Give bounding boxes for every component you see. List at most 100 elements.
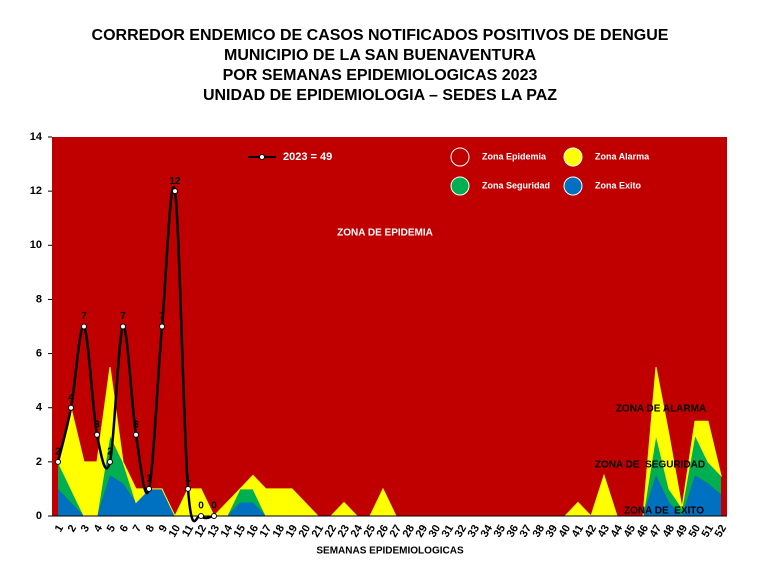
x-tick-label: 52 (713, 523, 730, 540)
y-tick-label: 8 (36, 293, 42, 305)
line-point (107, 458, 113, 465)
x-tick-label: 20 (297, 523, 314, 540)
zone-annotation: ZONA DE EXITO (624, 506, 704, 517)
x-tick-label: 12 (193, 523, 210, 540)
zone-annotation: ZONA DE ALARMA (616, 404, 706, 415)
x-tick-label: 42 (583, 523, 600, 540)
legend-point (259, 154, 265, 160)
legend-swatch (450, 147, 470, 167)
line-point (120, 323, 126, 330)
legend-swatch (563, 147, 583, 167)
x-tick-label: 16 (245, 523, 262, 540)
y-tick-label: 4 (36, 402, 43, 414)
x-tick-label: 40 (557, 523, 574, 540)
x-tick-label: 21 (310, 523, 327, 540)
data-label: 4 (68, 392, 74, 403)
x-tick-label: 28 (401, 523, 418, 540)
x-tick-label: 30 (427, 523, 444, 540)
legend-label: Zona Exito (595, 180, 642, 190)
x-tick-label: 27 (388, 523, 405, 540)
data-label: 7 (120, 311, 126, 322)
line-point (81, 323, 87, 330)
data-label: 12 (169, 176, 181, 187)
x-tick-label: 10 (167, 523, 184, 540)
zone-annotation: ZONA DE SEGURIDAD (595, 460, 705, 471)
x-tick-label: 50 (687, 523, 704, 540)
x-tick-label: 37 (518, 523, 535, 540)
x-tick-label: 48 (661, 523, 678, 540)
x-tick-label: 25 (362, 523, 379, 540)
x-tick-label: 47 (648, 523, 665, 540)
data-label: 1 (185, 474, 191, 485)
line-point (146, 485, 152, 492)
x-tick-label: 45 (622, 523, 639, 540)
y-tick-label: 6 (36, 347, 42, 359)
x-tick-label: 46 (635, 523, 652, 540)
data-label: 2 (107, 446, 113, 457)
x-tick-label: 38 (531, 523, 548, 540)
x-tick-label: 39 (544, 523, 561, 540)
line-point (211, 513, 217, 519)
data-label: 7 (81, 311, 87, 322)
x-tick-label: 51 (700, 523, 717, 540)
x-tick-label: 9 (157, 523, 170, 534)
x-tick-label: 13 (206, 523, 223, 540)
y-tick-label: 2 (36, 456, 42, 468)
x-tick-label: 26 (375, 523, 392, 540)
x-tick-label: 22 (323, 523, 340, 540)
x-tick-label: 17 (258, 523, 275, 540)
x-axis-label: SEMANAS EPIDEMIOLOGICAS (316, 546, 464, 557)
data-label: 2 (55, 446, 61, 457)
x-tick-label: 41 (570, 523, 587, 540)
legend-label: Zona Seguridad (482, 180, 550, 190)
data-label: 0 (211, 501, 217, 512)
x-tick-label: 29 (414, 523, 431, 540)
x-tick-label: 23 (336, 523, 353, 540)
line-point (185, 485, 191, 492)
x-tick-label: 33 (466, 523, 483, 540)
data-label: 3 (94, 419, 100, 430)
line-point (198, 513, 204, 519)
line-point (55, 458, 61, 465)
x-tick-label: 31 (440, 523, 457, 540)
x-tick-label: 6 (118, 523, 131, 534)
x-tick-label: 8 (144, 523, 157, 534)
x-tick-label: 4 (92, 522, 106, 534)
y-tick-label: 14 (30, 131, 43, 143)
legend-label: 2023 = 49 (283, 151, 332, 163)
line-point (159, 323, 165, 330)
x-tick-label: 43 (596, 523, 613, 540)
legend-label: Zona Epidemia (482, 151, 547, 161)
x-tick-label: 49 (674, 523, 691, 540)
chart-title: UNIDAD DE EPIDEMIOLOGIA – SEDES LA PAZ (203, 87, 557, 104)
chart-title: POR SEMANAS EPIDEMIOLOGICAS 2023 (223, 67, 538, 84)
chart-title: MUNICIPIO DE LA SAN BUENAVENTURA (224, 47, 536, 64)
line-2023 (56, 186, 215, 523)
x-tick-label: 36 (505, 523, 522, 540)
data-label: 1 (146, 474, 152, 485)
line-point (94, 431, 100, 438)
x-tick-label: 18 (271, 523, 288, 540)
x-tick-label: 5 (105, 523, 118, 534)
line-point (133, 431, 139, 438)
chart-title: CORREDOR ENDEMICO DE CASOS NOTIFICADOS P… (92, 27, 669, 44)
y-tick-label: 0 (36, 510, 42, 522)
data-label: 7 (159, 311, 165, 322)
line-point (68, 404, 74, 411)
legend-label: Zona Alarma (595, 151, 650, 161)
x-tick-label: 1 (53, 523, 66, 534)
y-tick-label: 10 (30, 239, 42, 251)
x-tick-label: 3 (79, 523, 92, 534)
zone-area (58, 475, 721, 516)
data-label: 3 (133, 419, 139, 430)
x-tick-label: 15 (232, 523, 249, 540)
data-label: 0 (198, 501, 204, 512)
x-tick-label: 7 (131, 523, 144, 534)
x-tick-label: 19 (284, 523, 301, 540)
x-tick-label: 2 (66, 523, 79, 534)
x-tick-label: 11 (180, 523, 196, 539)
legend-swatch (450, 176, 470, 196)
y-tick-label: 12 (30, 185, 42, 197)
x-tick-label: 35 (492, 523, 509, 540)
